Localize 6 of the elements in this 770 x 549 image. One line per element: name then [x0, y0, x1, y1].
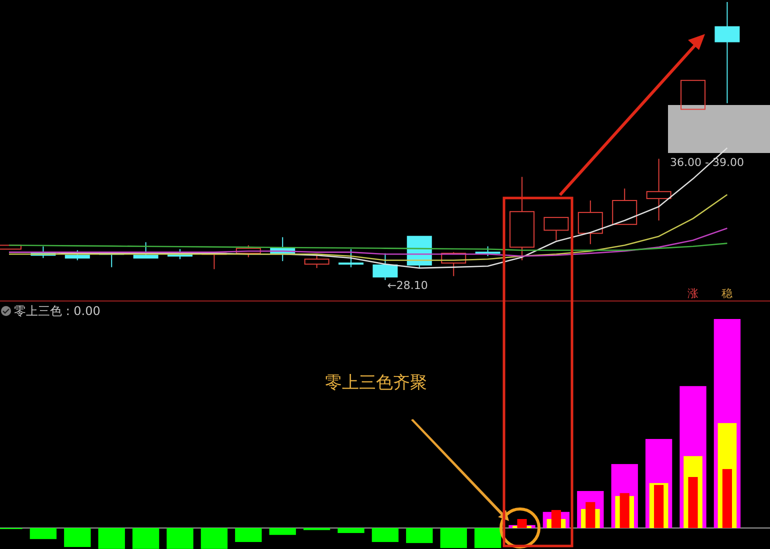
annotation: 零上三色齐聚	[325, 373, 427, 393]
chart-title: 零上三色 : 0.00	[14, 304, 100, 318]
text: 稳	[722, 287, 733, 300]
annotation: ←28.10	[387, 279, 428, 292]
annotation: 36.00 - 39.00	[670, 156, 744, 169]
text: 涨	[688, 287, 699, 300]
